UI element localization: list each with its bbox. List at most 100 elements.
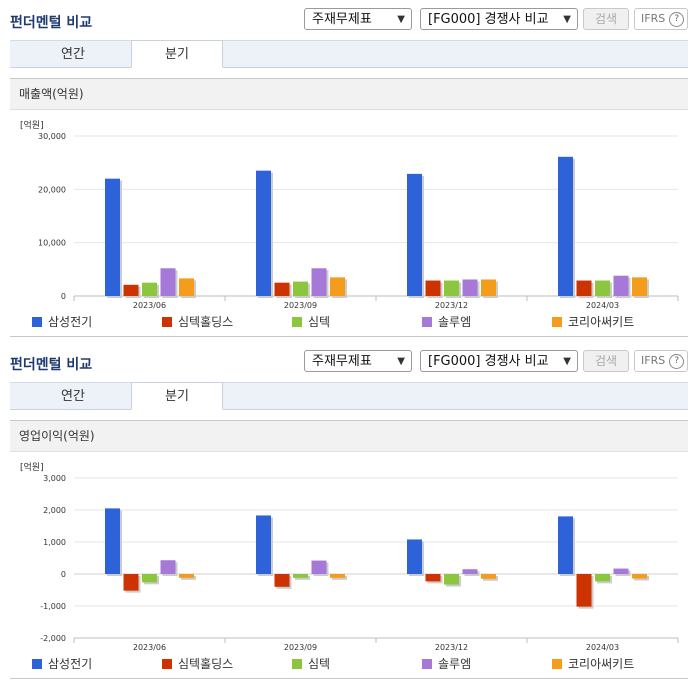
y-axis-unit: [억원] [20, 461, 44, 473]
legend-item[interactable]: 심텍홀딩스 [162, 655, 233, 672]
divider [10, 678, 688, 679]
bar [425, 574, 441, 582]
statement-select[interactable]: 주재무제표 ▼ [304, 350, 412, 372]
legend-swatch [422, 659, 432, 669]
bar [576, 574, 592, 607]
bar [632, 574, 647, 579]
legend-item[interactable]: 삼성전기 [32, 313, 92, 330]
bar [558, 516, 573, 574]
peer-group-select[interactable]: [FG000] 경쟁사 비교 ▼ [420, 350, 578, 372]
tab-annual[interactable]: 연간 [61, 389, 85, 404]
chevron-down-icon: ▼ [397, 356, 405, 367]
x-tick-label: 2024/03 [586, 301, 619, 310]
bar [311, 268, 327, 296]
legend-item[interactable]: 심텍 [292, 655, 330, 672]
y-tick-label: -1,000 [40, 602, 66, 611]
legend-swatch [32, 659, 42, 669]
bar [330, 574, 345, 578]
x-tick-label: 2023/12 [435, 301, 468, 310]
x-tick-label: 2023/09 [284, 301, 317, 310]
bar [613, 568, 629, 574]
bar [123, 284, 139, 296]
legend-swatch [162, 317, 172, 327]
bar [142, 282, 157, 296]
y-tick-label: 0 [61, 570, 66, 579]
chevron-down-icon: ▼ [563, 356, 571, 367]
x-tick-label: 2023/12 [435, 643, 468, 652]
bar [576, 280, 592, 296]
bar [481, 279, 496, 296]
bar [330, 277, 345, 296]
legend-item[interactable]: 삼성전기 [32, 655, 92, 672]
peer-group-select-value: [FG000] 경쟁사 비교 [428, 12, 549, 27]
x-tick-label: 2023/06 [133, 643, 166, 652]
search-button[interactable]: 검색 [583, 350, 629, 372]
bar [462, 279, 478, 296]
bar [256, 170, 271, 296]
panel-operating-profit: 펀더멘털 비교 주재무제표 ▼ [FG000] 경쟁사 비교 ▼ 검색 IFRS… [0, 342, 696, 684]
bar [105, 508, 120, 574]
chart-container: 영업이익(억원) [10, 420, 688, 452]
bar [425, 280, 441, 296]
ifrs-button[interactable]: IFRS? [634, 350, 688, 372]
bar [632, 277, 647, 296]
peer-group-select-value: [FG000] 경쟁사 비교 [428, 354, 549, 369]
x-tick-label: 2023/06 [133, 301, 166, 310]
bar [160, 560, 176, 574]
statement-select-value: 주재무제표 [312, 12, 372, 27]
chart-title: 매출액(억원) [10, 79, 688, 110]
legend-item[interactable]: 솔루엠 [422, 655, 471, 672]
legend-swatch [162, 659, 172, 669]
bar [179, 278, 194, 296]
legend-item[interactable]: 코리아써키트 [552, 313, 634, 330]
legend-swatch [292, 317, 302, 327]
bar [407, 539, 422, 574]
x-tick-label: 2024/03 [586, 643, 619, 652]
legend-swatch [552, 317, 562, 327]
bar [293, 574, 308, 578]
peer-group-select[interactable]: [FG000] 경쟁사 비교 ▼ [420, 8, 578, 30]
statement-select[interactable]: 주재무제표 ▼ [304, 8, 412, 30]
legend-item[interactable]: 코리아써키트 [552, 655, 634, 672]
bar [595, 280, 610, 296]
tab-quarterly[interactable]: 분기 [131, 382, 223, 410]
help-icon: ? [669, 11, 685, 27]
legend-item[interactable]: 심텍 [292, 313, 330, 330]
legend-swatch [422, 317, 432, 327]
bar [123, 574, 139, 591]
page-title: 펀더멘털 비교 [10, 357, 93, 373]
panel-revenue: 펀더멘털 비교 주재무제표 ▼ [FG000] 경쟁사 비교 ▼ 검색 IFRS… [10, 8, 688, 337]
bar [142, 574, 157, 583]
bar-shadow [295, 576, 310, 580]
tab-quarterly[interactable]: 분기 [131, 40, 223, 68]
x-tick-label: 2023/09 [284, 643, 317, 652]
y-tick-label: 3,000 [43, 474, 66, 483]
ifrs-button[interactable]: IFRS? [634, 8, 688, 30]
y-tick-label: 1,000 [43, 538, 66, 547]
legend-swatch [552, 659, 562, 669]
y-tick-label: 30,000 [38, 132, 66, 141]
revenue-chart: [억원] 0 10,000 20,000 30,000 2023/06 2023/09 202… [20, 119, 679, 310]
legend-item[interactable]: 솔루엠 [422, 313, 471, 330]
y-tick-label: 20,000 [38, 185, 66, 194]
legend-swatch [292, 659, 302, 669]
bar [105, 178, 120, 296]
legend-item[interactable]: 심텍홀딩스 [162, 313, 233, 330]
ifrs-label: IFRS [641, 12, 666, 25]
period-tabs: 연간 분기 [10, 382, 688, 410]
chevron-down-icon: ▼ [563, 14, 571, 25]
period-tabs: 연간 분기 [10, 40, 688, 68]
bar [179, 574, 194, 578]
bar [311, 560, 327, 574]
tab-annual[interactable]: 연간 [61, 47, 85, 62]
bar [274, 574, 290, 587]
bar [407, 173, 422, 296]
chart-container: 매출액(억원) [10, 78, 688, 110]
search-button[interactable]: 검색 [583, 8, 629, 30]
bar [481, 574, 496, 579]
bar-shadow [332, 576, 347, 580]
page-title: 펀더멘털 비교 [10, 15, 93, 31]
bar [256, 515, 271, 574]
operating-profit-chart: [억원] -2,000 -1,000 0 1,000 2,000 3,000 2023/06 2… [20, 461, 679, 652]
bar [444, 574, 459, 585]
